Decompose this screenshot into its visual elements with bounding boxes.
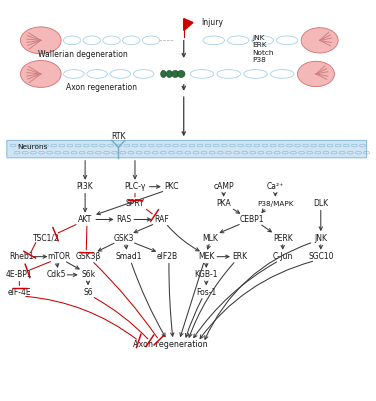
Polygon shape <box>184 18 193 30</box>
Text: TSC1/2: TSC1/2 <box>33 233 60 243</box>
Ellipse shape <box>110 70 130 78</box>
Ellipse shape <box>20 27 61 54</box>
Text: cAMP: cAMP <box>213 182 234 191</box>
Text: PKA: PKA <box>216 199 231 208</box>
Ellipse shape <box>227 36 249 45</box>
Text: JNK: JNK <box>252 34 265 41</box>
Text: PKC: PKC <box>165 182 179 191</box>
Text: ERK: ERK <box>232 252 247 261</box>
Ellipse shape <box>166 71 173 77</box>
Text: C-Jun: C-Jun <box>273 252 293 261</box>
Ellipse shape <box>133 70 154 78</box>
Ellipse shape <box>172 71 179 77</box>
Ellipse shape <box>87 70 108 78</box>
Text: PLC-γ: PLC-γ <box>124 182 146 191</box>
Text: RAS: RAS <box>116 215 132 224</box>
Text: JNK: JNK <box>314 233 327 243</box>
Text: Ca²⁺: Ca²⁺ <box>267 182 284 191</box>
FancyBboxPatch shape <box>7 140 367 158</box>
Text: Wallerian degeneration: Wallerian degeneration <box>38 51 128 59</box>
Ellipse shape <box>142 36 160 45</box>
Ellipse shape <box>276 36 298 45</box>
Text: mTOR: mTOR <box>47 252 70 261</box>
Text: Cdk5: Cdk5 <box>47 270 66 279</box>
Text: Neurons: Neurons <box>17 144 47 150</box>
Text: DLK: DLK <box>313 199 328 208</box>
Text: PI3K: PI3K <box>77 182 94 191</box>
Ellipse shape <box>123 36 140 45</box>
Ellipse shape <box>190 70 214 78</box>
Ellipse shape <box>64 36 81 45</box>
Ellipse shape <box>217 70 241 78</box>
Ellipse shape <box>297 61 334 87</box>
Text: Smad1: Smad1 <box>115 252 142 261</box>
Text: MLK: MLK <box>202 233 218 243</box>
Ellipse shape <box>20 61 61 87</box>
Text: SGC10: SGC10 <box>308 252 334 261</box>
Ellipse shape <box>244 70 267 78</box>
Text: P38: P38 <box>252 57 266 63</box>
Text: Axon regeneration: Axon regeneration <box>133 340 208 349</box>
Text: S6: S6 <box>83 288 93 297</box>
Text: P38/MAPK: P38/MAPK <box>257 200 294 207</box>
Text: Notch: Notch <box>252 50 274 56</box>
Ellipse shape <box>177 71 185 77</box>
Text: S6k: S6k <box>81 270 95 279</box>
Ellipse shape <box>301 28 338 53</box>
Text: GSK3: GSK3 <box>114 233 134 243</box>
Text: MEK: MEK <box>198 252 214 261</box>
Ellipse shape <box>161 71 166 77</box>
Text: Rheb1: Rheb1 <box>9 252 34 261</box>
Text: CEBP1: CEBP1 <box>240 215 264 224</box>
Ellipse shape <box>103 36 120 45</box>
Text: ERK: ERK <box>252 42 267 48</box>
Text: SPRY: SPRY <box>126 199 144 208</box>
Text: RAF: RAF <box>155 215 169 224</box>
Text: PERK: PERK <box>273 233 293 243</box>
Ellipse shape <box>203 36 224 45</box>
Text: Fos-1: Fos-1 <box>196 288 217 297</box>
Ellipse shape <box>270 70 294 78</box>
Text: 4E-BP1: 4E-BP1 <box>6 270 33 279</box>
Text: KGB-1: KGB-1 <box>194 270 218 279</box>
Text: Axon regeneration: Axon regeneration <box>66 83 137 92</box>
Text: RTK: RTK <box>111 132 126 141</box>
Ellipse shape <box>64 70 84 78</box>
Ellipse shape <box>83 36 100 45</box>
Text: GSK3β: GSK3β <box>75 252 101 261</box>
Text: Injury: Injury <box>202 18 223 27</box>
Text: AKT: AKT <box>78 215 92 224</box>
Ellipse shape <box>252 36 273 45</box>
Text: eIF-4E: eIF-4E <box>8 288 31 297</box>
Text: eIF2B: eIF2B <box>156 252 178 261</box>
